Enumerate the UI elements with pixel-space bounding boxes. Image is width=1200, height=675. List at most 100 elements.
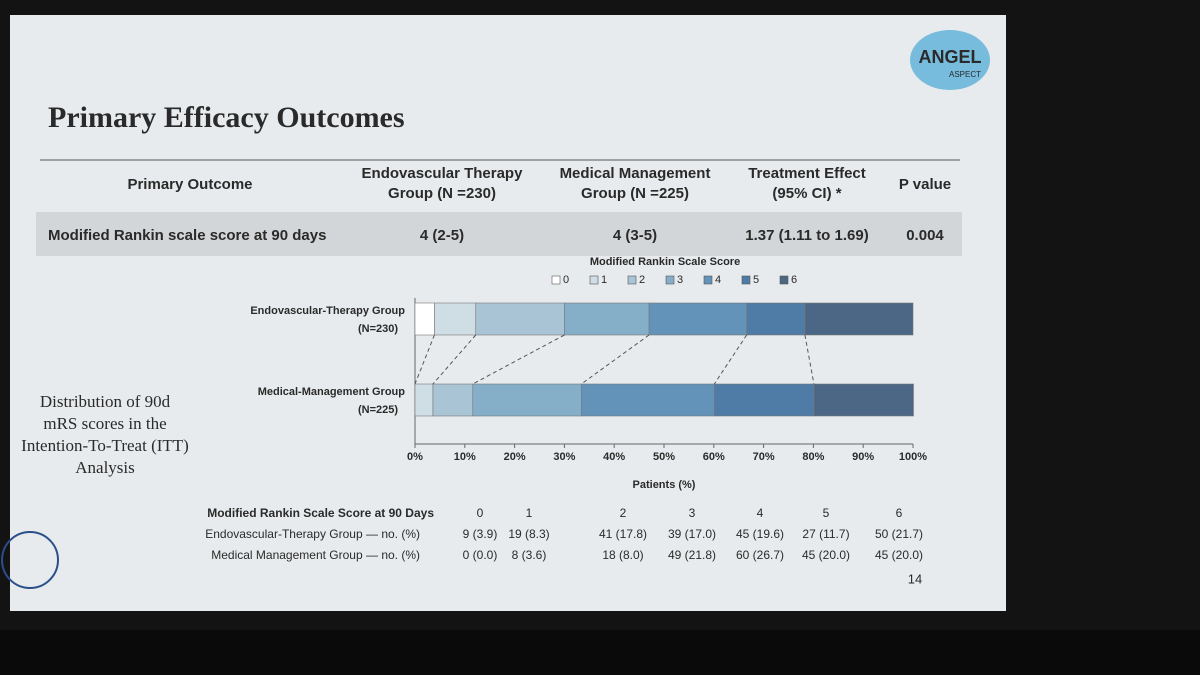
bar-segment [414, 383, 434, 417]
x-tick-label: 80% [802, 451, 824, 463]
legend-swatch [551, 275, 561, 285]
legend-label: 0 [563, 274, 569, 286]
score-header: Modified Rankin Scale Score at 90 Days [207, 506, 434, 520]
logo [910, 30, 990, 90]
connector [804, 334, 815, 385]
score-header: 3 [689, 506, 696, 520]
audience [0, 630, 1200, 675]
connector [472, 334, 565, 385]
bar-segment [746, 302, 806, 336]
x-tick-label: 10% [454, 451, 476, 463]
bar-segment [813, 383, 914, 417]
bar-segment [414, 302, 435, 336]
slide-title: Primary Efficacy Outcomes [48, 101, 405, 134]
connector [414, 334, 435, 385]
table-cell: 0.004 [906, 227, 944, 244]
bar-segment [648, 302, 747, 336]
connector [713, 334, 748, 385]
score-cell: 45 (20.0) [802, 548, 850, 562]
category-label: Endovascular-Therapy Group [250, 305, 405, 317]
table-cell: 4 (3-5) [613, 227, 657, 244]
legend-title: Modified Rankin Scale Score [590, 256, 740, 268]
bar-segment [564, 302, 650, 336]
legend-swatch [741, 275, 751, 285]
x-tick-label: 90% [852, 451, 874, 463]
bar-segment [804, 302, 914, 336]
score-header: 2 [620, 506, 627, 520]
x-tick-label: 40% [603, 451, 625, 463]
connector [432, 334, 477, 385]
score-cell: 41 (17.8) [599, 527, 647, 541]
x-tick-label: 70% [753, 451, 775, 463]
x-tick-label: 0% [407, 451, 423, 463]
legend-label: 3 [677, 274, 683, 286]
category-label: Medical-Management Group [258, 386, 406, 398]
x-axis-label: Patients (%) [633, 479, 696, 491]
bar-segment [475, 302, 565, 336]
row-band [36, 212, 962, 256]
header-cell: Group (N =230) [388, 185, 496, 202]
score-cell: Medical Management Group — no. (%) [211, 548, 420, 562]
table-cell: Modified Rankin scale score at 90 days [48, 227, 326, 244]
header-cell: Medical Management [560, 165, 711, 182]
category-note: (N=225) [358, 404, 398, 416]
x-tick-label: 100% [899, 451, 927, 463]
header-cell: Primary Outcome [127, 176, 252, 193]
x-tick-label: 60% [703, 451, 725, 463]
legend-swatch [627, 275, 637, 285]
header-cell: Treatment Effect [748, 165, 866, 182]
score-header: 4 [757, 506, 764, 520]
score-cell: Endovascular-Therapy Group — no. (%) [205, 527, 420, 541]
table-cell: 1.37 (1.11 to 1.69) [745, 227, 868, 244]
header-cell: Group (N =225) [581, 185, 689, 202]
score-cell: 45 (19.6) [736, 527, 784, 541]
bar-segment [472, 383, 582, 417]
legend-label: 4 [715, 274, 721, 286]
score-cell: 49 (21.8) [668, 548, 716, 562]
side-text: Distribution of 90d [40, 392, 171, 411]
score-cell: 19 (8.3) [508, 527, 549, 541]
x-tick-label: 20% [504, 451, 526, 463]
score-cell: 18 (8.0) [602, 548, 643, 562]
legend-label: 1 [601, 274, 607, 286]
header-cell: P value [899, 176, 951, 193]
score-header: 5 [823, 506, 830, 520]
bar-segment [432, 383, 474, 417]
score-cell: 0 (0.0) [463, 548, 498, 562]
legend-swatch [589, 275, 599, 285]
side-text: Analysis [75, 458, 135, 477]
page-number: 14 [908, 571, 922, 586]
score-cell: 45 (20.0) [875, 548, 923, 562]
header-cell: Endovascular Therapy [362, 165, 524, 182]
score-header: 0 [477, 506, 484, 520]
side-text: Intention-To-Treat (ITT) [21, 436, 189, 455]
legend-swatch [703, 275, 713, 285]
score-cell: 8 (3.6) [512, 548, 547, 562]
bar-segment [581, 383, 715, 417]
legend-label: 2 [639, 274, 645, 286]
legend-swatch [665, 275, 675, 285]
score-header: 6 [896, 506, 903, 520]
bar-segment [713, 383, 815, 417]
bar-segment [434, 302, 477, 336]
table-cell: 4 (2-5) [420, 227, 464, 244]
x-tick-label: 30% [553, 451, 575, 463]
logo-text: ASPECT [949, 70, 981, 79]
legend-swatch [779, 275, 789, 285]
score-cell: 60 (26.7) [736, 548, 784, 562]
score-cell: 39 (17.0) [668, 527, 716, 541]
logo-text: ANGEL [919, 47, 982, 67]
side-text: mRS scores in the [43, 414, 166, 433]
score-cell: 50 (21.7) [875, 527, 923, 541]
x-tick-label: 50% [653, 451, 675, 463]
score-cell: 27 (11.7) [802, 527, 849, 541]
category-note: (N=230) [358, 323, 398, 335]
score-header: 1 [526, 506, 533, 520]
legend-label: 6 [791, 274, 797, 286]
legend-label: 5 [753, 274, 759, 286]
header-cell: (95% CI) * [772, 185, 841, 202]
score-cell: 9 (3.9) [463, 527, 498, 541]
seal [1, 531, 59, 589]
